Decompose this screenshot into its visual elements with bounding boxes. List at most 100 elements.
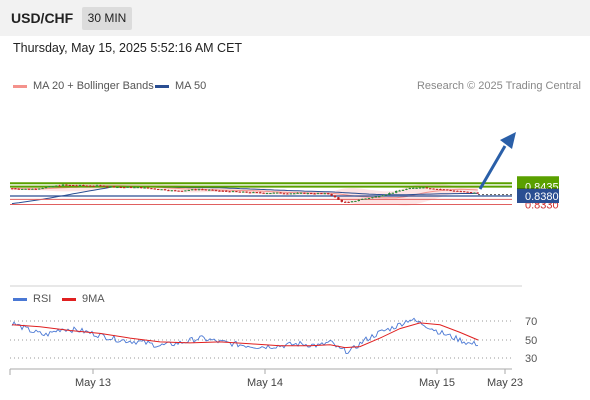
candle-body: [398, 190, 401, 192]
candle-body: [248, 192, 252, 194]
timeframe-button[interactable]: 30 MIN: [82, 7, 132, 30]
candle-body: [279, 192, 282, 194]
candle-body: [435, 188, 439, 190]
candle-body: [99, 185, 102, 187]
candle-body: [10, 188, 14, 190]
legend-ma9: 9MA: [62, 293, 105, 305]
candle-body: [265, 193, 269, 195]
candle-body: [303, 192, 306, 194]
candle-body: [422, 187, 425, 189]
candle-body: [34, 188, 37, 190]
candle-body: [180, 190, 184, 192]
candle-body: [78, 184, 82, 186]
candle-body: [184, 190, 187, 192]
x-axis-label: May 13: [75, 377, 111, 389]
candle-body: [235, 191, 238, 193]
candle-body: [469, 192, 473, 194]
candle-body: [106, 186, 109, 188]
candle-body: [123, 187, 126, 189]
candle-body: [320, 193, 323, 195]
candle-body: [221, 190, 224, 192]
candle-body: [269, 193, 272, 195]
candle-body: [340, 199, 343, 202]
candle-body: [354, 200, 357, 202]
candle-body: [109, 186, 112, 188]
candle-body: [289, 193, 292, 195]
candle-body: [245, 191, 248, 193]
timestamp: Thursday, May 15, 2025 5:52:16 AM CET: [13, 41, 243, 55]
candle-body: [133, 187, 136, 189]
candle-body: [459, 191, 462, 193]
candle-body: [24, 188, 27, 190]
candle-body: [14, 188, 17, 190]
candle-body: [177, 190, 180, 192]
candle-body: [95, 185, 99, 187]
pivot-tag: [517, 189, 559, 203]
candle-body: [136, 187, 139, 189]
candle-body: [153, 188, 156, 190]
candle-body: [55, 185, 58, 187]
candle-body: [38, 188, 41, 190]
ma9-swatch: [62, 297, 76, 301]
candle-body: [293, 193, 296, 195]
x-axis-label: May 15: [419, 377, 455, 389]
candle-body: [211, 189, 214, 191]
candle-body: [119, 187, 122, 189]
candle-body: [27, 188, 31, 190]
candle-body: [408, 188, 411, 190]
candle-body: [163, 189, 167, 191]
candle-body: [381, 195, 384, 197]
candle-body: [218, 190, 221, 192]
candle-body: [306, 193, 309, 195]
credit-label: Research © 2025 Trading Central: [416, 80, 581, 92]
candle-body: [401, 189, 405, 191]
candle-body: [310, 193, 313, 195]
ma20-swatch: [13, 84, 27, 88]
candle-body: [282, 193, 286, 195]
candle-body: [187, 190, 190, 192]
candle-body: [31, 188, 34, 190]
rsi-level-label: 50: [525, 335, 537, 347]
candle-body: [361, 198, 364, 200]
candle-body: [367, 198, 371, 200]
x-axis-label: May 14: [247, 377, 283, 389]
candle-body: [252, 192, 255, 194]
candle-body: [65, 184, 68, 186]
candle-body: [238, 191, 241, 193]
candle-body: [51, 186, 54, 188]
candle-body: [333, 195, 337, 198]
candle-body: [412, 187, 415, 189]
legend-rsi-label: RSI: [33, 293, 52, 305]
candle-body: [442, 189, 445, 191]
candle-body: [146, 187, 150, 189]
candle-body: [85, 185, 88, 187]
candle-body: [17, 188, 20, 190]
candle-body: [425, 187, 428, 189]
legend-ma50: MA 50: [155, 80, 206, 92]
candle-body: [126, 186, 129, 188]
candle-body: [327, 193, 330, 195]
candle-body: [116, 187, 119, 189]
candle-body: [174, 190, 177, 192]
rsi-line: [11, 317, 479, 354]
candle-body: [446, 189, 449, 191]
candle-body: [214, 189, 218, 191]
candle-body: [129, 186, 133, 188]
candle-body: [347, 201, 350, 203]
candle-body: [371, 197, 374, 199]
candle-body: [415, 187, 418, 189]
legend-ma9-label: 9MA: [82, 293, 105, 305]
candle-body: [272, 192, 275, 194]
candle-body: [92, 185, 95, 187]
candle-body: [449, 190, 452, 192]
candle-body: [157, 189, 160, 191]
candle-body: [296, 192, 299, 194]
ma50-swatch: [155, 84, 169, 88]
candle-body: [466, 191, 469, 193]
candle-body: [228, 191, 231, 193]
candle-body: [418, 187, 422, 189]
candle-body: [323, 193, 326, 195]
candle-body: [231, 191, 235, 193]
candle-body: [456, 190, 459, 192]
